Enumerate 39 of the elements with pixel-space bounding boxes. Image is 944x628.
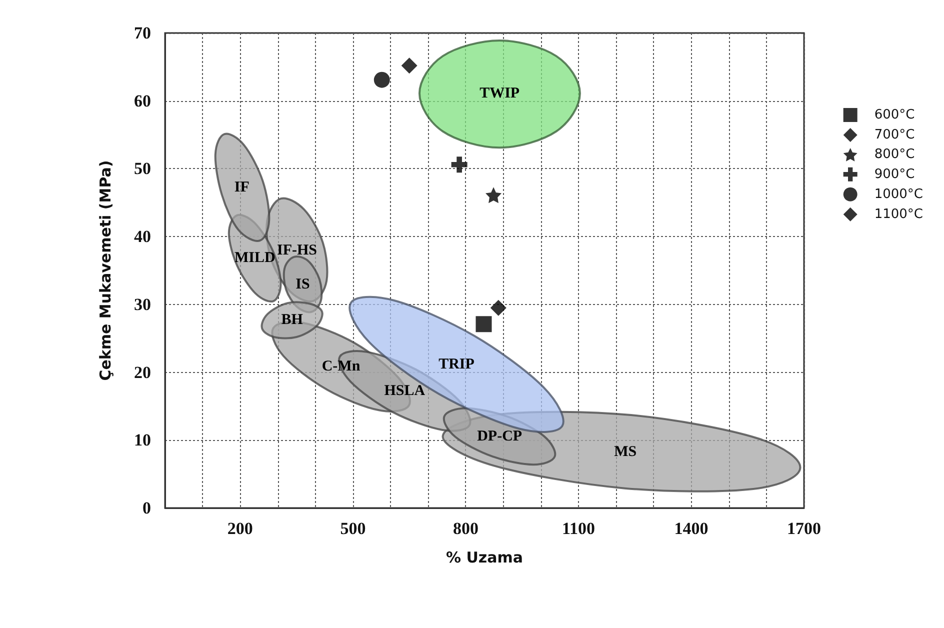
series-label: IS — [296, 276, 310, 292]
series-label: MILD — [234, 250, 276, 266]
series-label: IF-HS — [276, 242, 317, 258]
legend-label: 1100°C — [874, 206, 924, 222]
point — [401, 58, 418, 74]
x-axis-title: % Uzama — [446, 548, 524, 566]
point — [490, 300, 506, 316]
point — [374, 72, 390, 88]
x-tick-label: 500 — [340, 519, 366, 538]
y-tick-label: 30 — [134, 294, 151, 314]
series-label: TRIP — [438, 356, 474, 373]
y-tick-label: 70 — [134, 24, 151, 42]
point — [451, 156, 468, 173]
y-axis-title: Çekme Mukavemeti (MPa) — [96, 160, 114, 381]
legend-label: 900°C — [874, 166, 915, 182]
series-label: TWIP — [480, 86, 520, 102]
point — [486, 187, 502, 204]
y-tick-label: 0 — [142, 498, 151, 518]
series-label: HSLA — [384, 382, 426, 399]
point — [476, 316, 492, 332]
y-tick-label: 40 — [134, 227, 151, 246]
legend-label: 700°C — [874, 128, 915, 142]
x-tick-label: 800 — [452, 519, 478, 538]
legend-label: 1000°C — [874, 186, 924, 202]
x-tick-label: 1100 — [562, 519, 595, 538]
x-tick-label: 1400 — [674, 519, 708, 538]
series-label: IF — [234, 179, 250, 196]
legend-label: 600°C — [874, 108, 915, 122]
y-tick-label: 10 — [134, 430, 151, 450]
y-tick-label: 60 — [134, 91, 151, 110]
series-label: BH — [281, 312, 304, 328]
series-label: MS — [614, 444, 637, 460]
y-tick-label: 50 — [134, 159, 151, 178]
x-tick-label: 200 — [227, 519, 253, 538]
x-tick-label: 1700 — [787, 519, 821, 538]
legend-label: 800°C — [874, 147, 915, 162]
series-label: DP-CP — [477, 428, 522, 444]
y-tick-label: 20 — [134, 362, 151, 382]
series-label: C-Mn — [322, 358, 361, 375]
